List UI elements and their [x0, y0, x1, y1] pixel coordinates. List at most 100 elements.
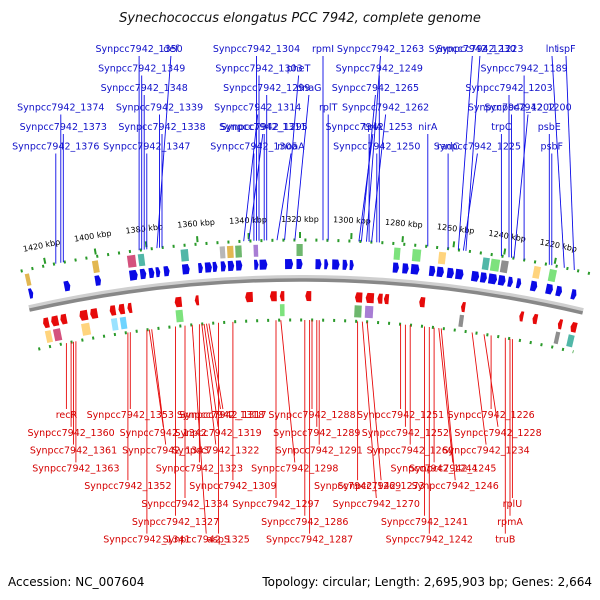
forward-gene-label: moaA	[277, 142, 305, 153]
lower-label-leader	[191, 324, 207, 534]
forward-gene-arrow	[148, 267, 155, 279]
lower-label-leader	[203, 323, 219, 427]
cog-block	[110, 318, 119, 331]
reverse-gene-label: Synpcc7942_1291	[276, 446, 363, 457]
cog-block	[175, 309, 184, 323]
cog-block	[458, 314, 465, 328]
forward-gene-label: Synpcc7942_1200	[484, 103, 571, 114]
forward-gene-arrow	[204, 262, 212, 273]
reverse-gene-arrow	[355, 292, 363, 303]
forward-gene-arrow	[198, 262, 203, 274]
reverse-gene-label: Synpcc7942_1353	[87, 410, 174, 421]
forward-gene-arrow	[285, 259, 294, 270]
upper-label-leader	[465, 55, 481, 251]
cog-block	[180, 249, 189, 262]
forward-gene-label: psbE	[538, 122, 561, 133]
forward-gene-label: Synpcc7942_1202	[468, 103, 555, 114]
reverse-gene-label: Synpcc7942_1352	[84, 481, 171, 492]
forward-gene-label: radC	[437, 142, 460, 153]
reverse-gene-label: rplU	[503, 499, 523, 510]
reverse-gene-label: Synpcc7942_1318	[177, 410, 264, 421]
reverse-gene-label: aspS	[207, 535, 230, 546]
cog-block	[499, 260, 509, 274]
forward-gene-label: tpiA	[363, 122, 382, 133]
reverse-gene-label: Synpcc7942_1270	[333, 499, 420, 510]
cog-block	[235, 245, 242, 258]
reverse-gene-label: Synpcc7942_1360	[27, 428, 114, 439]
cog-block	[91, 260, 100, 274]
upper-label-leader	[565, 55, 575, 271]
forward-gene-arrow	[28, 288, 34, 299]
forward-gene-label: Synpcc7942_1374	[17, 103, 104, 114]
forward-gene-label: Synpcc7942_1262	[342, 103, 429, 114]
upper-label-leader	[457, 55, 473, 250]
forward-gene-arrow	[139, 268, 147, 280]
scale-tick-label: 1280 kbp	[385, 218, 423, 230]
reverse-gene-label: Synpcc7942_1269	[314, 481, 401, 492]
cog-block	[553, 331, 561, 345]
reverse-gene-label: Synpcc7942_1327	[132, 517, 219, 528]
reverse-gene-arrow	[174, 296, 183, 308]
cog-block	[226, 245, 234, 259]
forward-gene-label: Synpcc7942_1189	[480, 64, 567, 75]
forward-gene-label: Synpcc7942_1303	[215, 64, 302, 75]
forward-gene-arrow	[324, 259, 329, 270]
reverse-gene-label: Synpcc7942_1241	[381, 517, 468, 528]
cog-block	[364, 305, 374, 319]
scale-tick-label: 1240 kbp	[488, 229, 527, 244]
forward-gene-label: Synpcc7942_1314	[214, 103, 301, 114]
reverse-gene-label: Synpcc7942_1363	[32, 463, 119, 474]
forward-gene-arrow	[129, 269, 138, 281]
reverse-gene-label: Synpcc7942_1228	[454, 428, 541, 439]
cog-block	[279, 304, 285, 317]
reverse-gene-label: Synpcc7942_1319	[174, 428, 261, 439]
cog-block	[137, 253, 146, 267]
reverse-gene-arrow	[79, 309, 89, 321]
forward-gene-arrow	[259, 259, 268, 270]
reverse-gene-label: Synpcc7942_1342	[120, 428, 207, 439]
reverse-gene-arrow	[51, 315, 60, 327]
genome-summary-text: Topology: circular; Length: 2,695,903 bp…	[261, 575, 592, 589]
forward-gene-arrow	[470, 270, 480, 282]
scale-tick	[43, 257, 47, 264]
forward-gene-label: Synpcc7942_1338	[118, 122, 205, 133]
reverse-gene-label: Synpcc7942_1361	[30, 446, 117, 457]
forward-gene-label: Synpcc7942_1347	[103, 142, 190, 153]
forward-gene-arrow	[507, 276, 513, 287]
upper-label-leader	[551, 55, 565, 268]
forward-gene-label: Synpcc7942_1263	[337, 44, 424, 55]
forward-gene-label: Synpcc7942_1265	[332, 83, 419, 94]
reverse-gene-arrow	[305, 291, 312, 302]
forward-gene-arrow	[479, 272, 487, 283]
upper-label-leader	[371, 114, 387, 243]
upper-label-leader	[462, 153, 478, 251]
scale-tick-label: 1260 kbp	[436, 222, 475, 235]
reverse-gene-label: Synpcc7942_1245	[409, 463, 496, 474]
map-layer: 1220 kbp 1240 kbp 1260 kbp 1280 kbp 1300 kbp…	[12, 44, 593, 546]
reverse-gene-label: Synpcc7942_1343	[122, 446, 209, 457]
reverse-gene-arrow	[43, 317, 50, 329]
forward-gene-arrow	[515, 278, 522, 289]
forward-gene-label: rplT	[319, 103, 338, 114]
lower-label-leader	[361, 321, 377, 499]
map-title: Synechococcus elongatus PCC 7942, comple…	[119, 11, 481, 26]
forward-gene-label: Synpcc7942_1230	[429, 44, 516, 55]
upper-label-leader	[276, 153, 292, 241]
reverse-gene-label: Synpcc7942_1242	[386, 535, 473, 546]
cog-block	[566, 334, 575, 348]
forward-gene-label: Synpcc7942_1223	[436, 44, 523, 55]
forward-gene-arrow	[410, 264, 420, 275]
forward-gene-arrow	[555, 285, 562, 297]
cog-block	[489, 258, 501, 272]
upper-label-leader	[248, 133, 264, 242]
reverse-gene-arrow	[419, 297, 426, 308]
lower-label-leader	[148, 329, 164, 427]
reverse-gene-arrow	[60, 313, 68, 325]
lower-label-leader	[471, 332, 487, 445]
reverse-gene-arrow	[118, 303, 126, 315]
forward-gene-label: def	[163, 44, 179, 55]
forward-gene-arrow	[570, 289, 577, 300]
lower-label-leader	[438, 328, 454, 463]
cog-block	[119, 316, 128, 330]
forward-gene-arrow	[392, 262, 399, 273]
